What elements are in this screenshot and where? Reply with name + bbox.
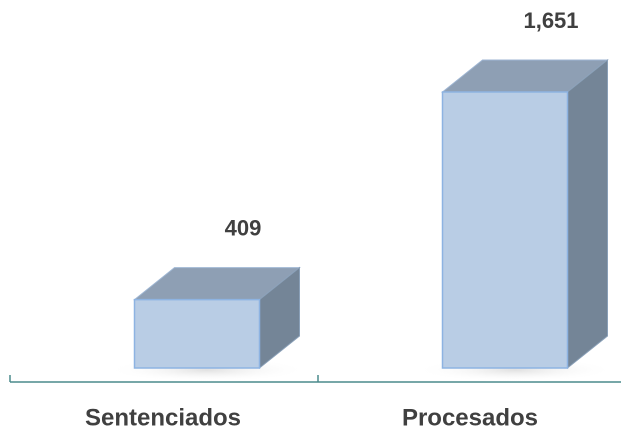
value-label: 1,651	[523, 8, 578, 33]
bar	[441, 91, 569, 369]
bar	[133, 298, 261, 369]
value-label: 409	[225, 215, 262, 240]
bar-side	[567, 58, 608, 370]
x-tick-label: Procesados	[402, 404, 538, 431]
x-tick-label: Sentenciados	[85, 404, 241, 431]
